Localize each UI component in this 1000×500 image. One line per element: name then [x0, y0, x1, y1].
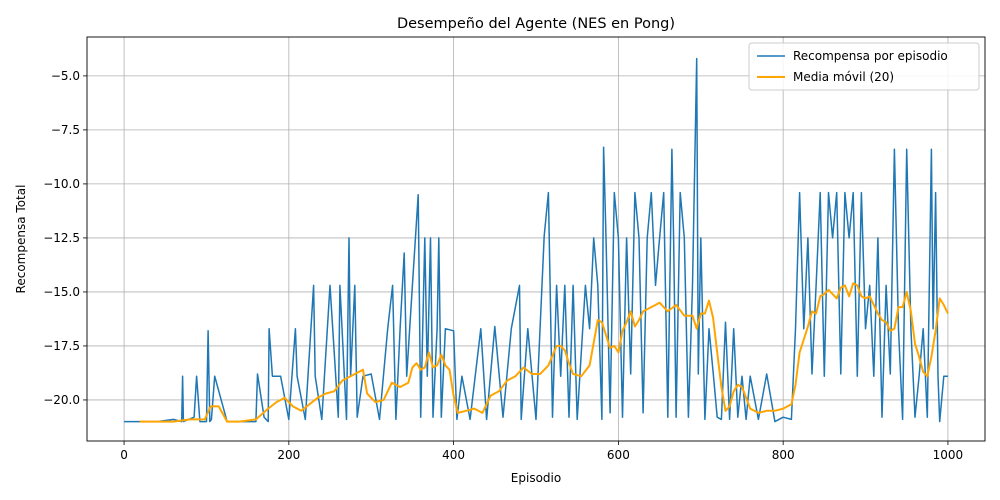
- y-axis-title: Recompensa Total: [14, 185, 28, 294]
- x-tick-label: 1000: [933, 448, 964, 462]
- x-axis: 0 200 400 600 800 1000: [120, 441, 963, 462]
- x-tick-label: 0: [120, 448, 128, 462]
- legend-box: [748, 42, 980, 91]
- gridlines: [87, 37, 985, 441]
- x-tick-label: 600: [607, 448, 630, 462]
- x-axis-title: Episodio: [511, 471, 561, 485]
- y-tick-label: −7.5: [51, 123, 80, 137]
- legend-label-moving-average: Media móvil (20): [793, 70, 894, 84]
- y-tick-label: −5.0: [51, 69, 80, 83]
- y-tick-label: −10.0: [43, 177, 80, 191]
- legend: Recompensa por episodio Media móvil (20): [748, 42, 980, 91]
- y-axis: −20.0 −17.5 −15.0 −12.5 −10.0 −7.5 −5.0: [43, 69, 87, 407]
- legend-label-episode: Recompensa por episodio: [793, 49, 948, 63]
- x-tick-label: 800: [772, 448, 795, 462]
- moving-average-line: [139, 282, 949, 423]
- x-tick-label: 200: [277, 448, 300, 462]
- chart-title: Desempeño del Agente (NES en Pong): [397, 16, 675, 32]
- y-tick-label: −17.5: [43, 339, 80, 353]
- y-tick-label: −20.0: [43, 393, 80, 407]
- series-group: [124, 57, 949, 423]
- reward-per-episode-line: [124, 57, 948, 423]
- y-tick-label: −15.0: [43, 285, 80, 299]
- x-tick-label: 400: [442, 448, 465, 462]
- y-tick-label: −12.5: [43, 231, 80, 245]
- plot-frame: [86, 36, 986, 442]
